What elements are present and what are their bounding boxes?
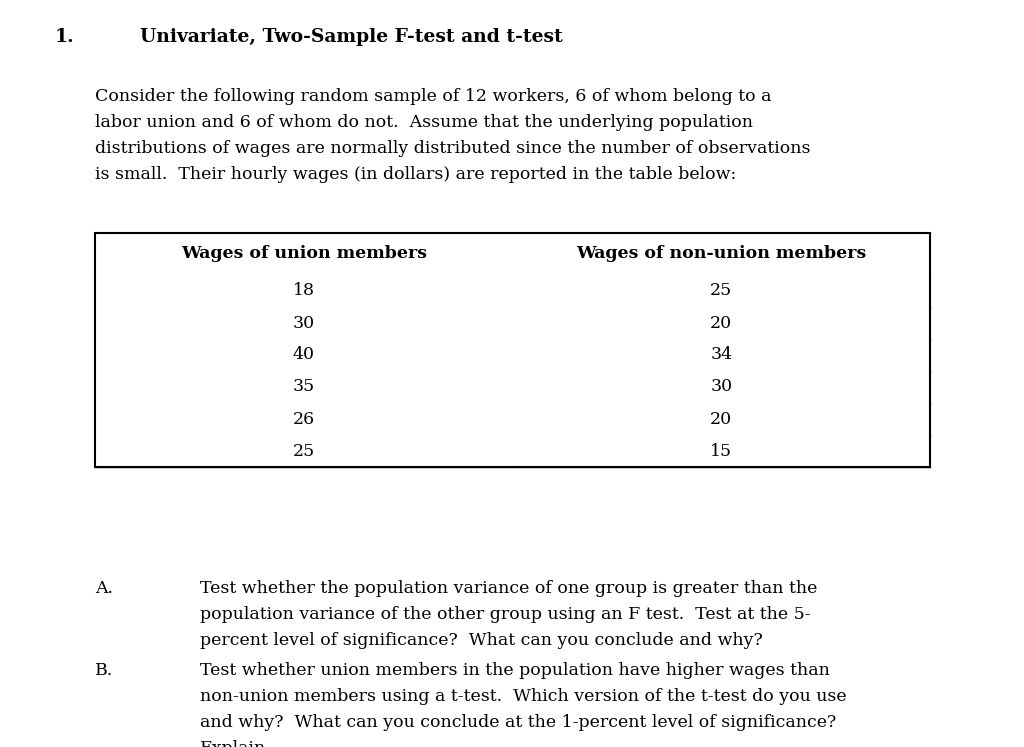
Text: 1.: 1. (55, 28, 75, 46)
Text: population variance of the other group using an F test.  Test at the 5-: population variance of the other group u… (200, 606, 811, 623)
Text: distributions of wages are normally distributed since the number of observations: distributions of wages are normally dist… (95, 140, 811, 157)
Text: 25: 25 (293, 442, 314, 459)
Text: Test whether the population variance of one group is greater than the: Test whether the population variance of … (200, 580, 817, 597)
Text: 18: 18 (293, 282, 314, 300)
Text: 34: 34 (711, 347, 732, 364)
Text: 26: 26 (293, 411, 314, 427)
Text: is small.  Their hourly wages (in dollars) are reported in the table below:: is small. Their hourly wages (in dollars… (95, 166, 736, 183)
Text: labor union and 6 of whom do not.  Assume that the underlying population: labor union and 6 of whom do not. Assume… (95, 114, 753, 131)
Text: A.: A. (95, 580, 113, 597)
Text: 30: 30 (711, 379, 732, 395)
Text: Wages of union members: Wages of union members (181, 246, 427, 262)
Text: Test whether union members in the population have higher wages than: Test whether union members in the popula… (200, 662, 829, 679)
Text: B.: B. (95, 662, 114, 679)
Text: non-union members using a t-test.  Which version of the t-test do you use: non-union members using a t-test. Which … (200, 688, 847, 705)
Text: 15: 15 (711, 442, 732, 459)
Text: Explain.: Explain. (200, 740, 271, 747)
Text: percent level of significance?  What can you conclude and why?: percent level of significance? What can … (200, 632, 763, 649)
Text: and why?  What can you conclude at the 1-percent level of significance?: and why? What can you conclude at the 1-… (200, 714, 837, 731)
Text: Wages of non-union members: Wages of non-union members (577, 246, 866, 262)
Text: Univariate, Two-Sample F-test and t-test: Univariate, Two-Sample F-test and t-test (140, 28, 563, 46)
Text: 20: 20 (711, 411, 732, 427)
Text: Consider the following random sample of 12 workers, 6 of whom belong to a: Consider the following random sample of … (95, 88, 771, 105)
Text: 20: 20 (711, 314, 732, 332)
Text: 40: 40 (293, 347, 314, 364)
Text: 30: 30 (293, 314, 314, 332)
Text: 35: 35 (293, 379, 314, 395)
Text: 25: 25 (710, 282, 732, 300)
